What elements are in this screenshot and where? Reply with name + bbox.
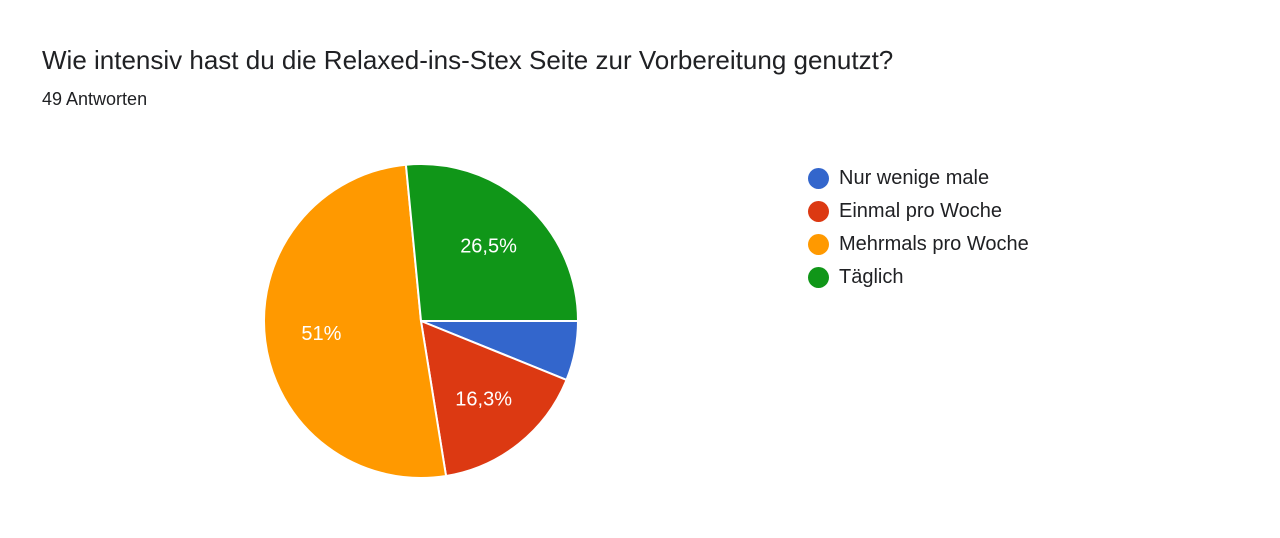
chart-legend: Nur wenige male Einmal pro Woche Mehrmals … — [808, 162, 1029, 294]
legend-item: Täglich — [808, 261, 1029, 294]
legend-item: Nur wenige male — [808, 162, 1029, 195]
legend-label: Täglich — [839, 266, 904, 288]
legend-label: Einmal pro Woche — [839, 200, 1003, 222]
pie-slices — [263, 163, 580, 479]
legend-label: Mehrmals pro Woche — [839, 233, 1029, 255]
pie-slice-1 — [419, 319, 568, 478]
legend-swatch — [808, 234, 829, 255]
pie-labels: 16,3% 51% 26,5% — [301, 236, 517, 411]
pie-slice-label-2: 51% — [301, 323, 341, 345]
legend-item: Einmal pro Woche — [808, 195, 1029, 228]
legend-label: Nur wenige male — [839, 167, 990, 189]
legend-swatch — [808, 201, 829, 222]
pie-slice-label-1: 16,3% — [455, 389, 512, 411]
response-count: 49 Antworten — [42, 89, 148, 109]
pie-slice-3 — [404, 163, 580, 322]
legend-swatch — [808, 168, 829, 189]
chart-title: Wie intensiv hast du die Relaxed-ins-Ste… — [42, 45, 894, 75]
legend-swatch — [808, 267, 829, 288]
legend-item: Mehrmals pro Woche — [808, 228, 1029, 261]
pie-slice-label-3: 26,5% — [460, 236, 517, 258]
pie-slice-2 — [263, 163, 448, 479]
